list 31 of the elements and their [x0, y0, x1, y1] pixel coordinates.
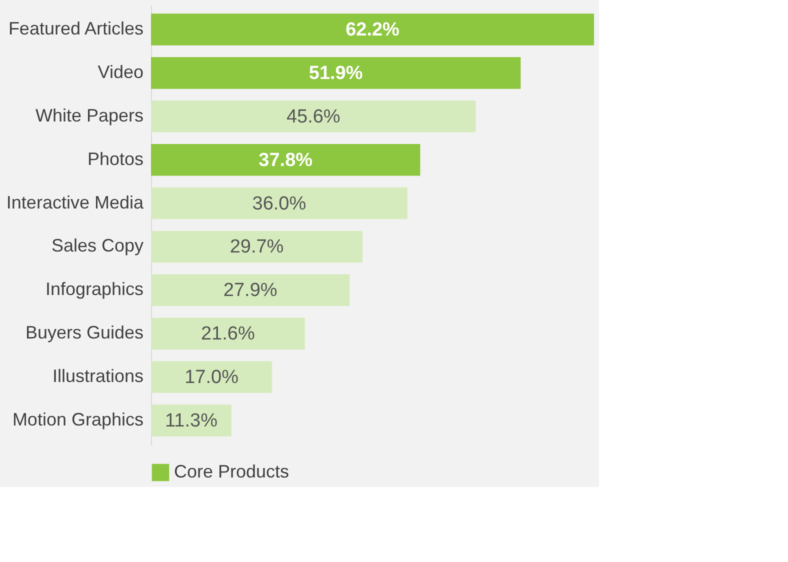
y-tick-label: Featured Articles	[8, 18, 144, 39]
bar	[151, 57, 521, 89]
data-label: 29.7%	[230, 236, 284, 258]
data-label: 45.6%	[286, 106, 340, 128]
bar	[151, 274, 350, 306]
y-tick-label: Infographics	[45, 279, 144, 300]
y-tick-label: Motion Graphics	[12, 409, 144, 430]
bar	[151, 14, 594, 46]
y-tick-label: Photos	[87, 148, 144, 169]
y-tick-label: White Papers	[35, 105, 144, 126]
bar	[151, 100, 476, 132]
data-label: 62.2%	[346, 20, 400, 41]
bar	[151, 230, 363, 263]
y-tick-label: Buyers Guides	[25, 322, 144, 343]
y-tick-label: Sales Copy	[51, 236, 144, 256]
y-tick-label: Illustrations	[52, 366, 144, 386]
bar	[151, 318, 305, 350]
data-label: 36.0%	[252, 193, 306, 214]
y-tick-label: Interactive Media	[6, 192, 144, 212]
data-label: 17.0%	[184, 367, 239, 388]
data-label: 11.3%	[165, 410, 218, 432]
y-tick-label: Video	[98, 62, 144, 82]
data-label: 27.9%	[223, 280, 278, 302]
bar	[151, 361, 272, 393]
legend-label: Core Products	[174, 462, 290, 482]
data-label: 51.9%	[308, 62, 363, 84]
data-label: 21.6%	[200, 324, 255, 345]
bar	[151, 404, 232, 436]
bar	[151, 187, 408, 220]
bar	[151, 144, 420, 176]
data-label: 37.8%	[258, 150, 313, 171]
